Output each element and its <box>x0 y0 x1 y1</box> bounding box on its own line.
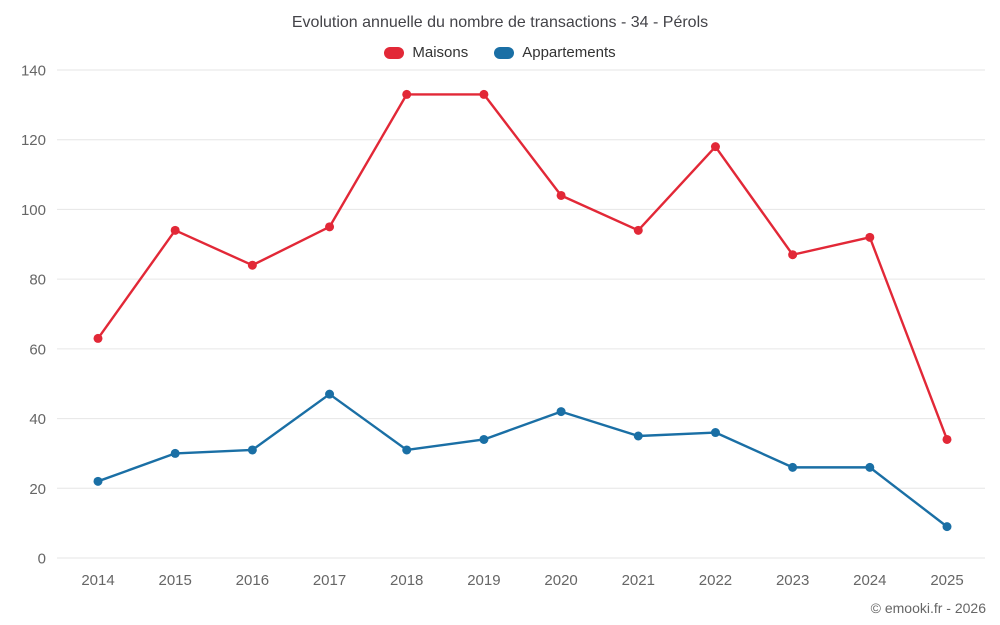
y-axis-label: 0 <box>38 551 46 568</box>
data-point[interactable] <box>865 232 875 242</box>
data-point[interactable] <box>710 142 720 152</box>
x-axis-label: 2023 <box>776 572 809 589</box>
data-point[interactable] <box>788 462 798 472</box>
data-point[interactable] <box>942 522 952 532</box>
data-point[interactable] <box>479 434 489 444</box>
data-point[interactable] <box>556 190 566 200</box>
y-axis-label: 140 <box>21 63 46 80</box>
legend-swatch <box>494 46 515 59</box>
legend-item-maisons[interactable]: Maisons <box>384 44 468 61</box>
y-axis-label: 100 <box>21 202 46 219</box>
x-axis-label: 2018 <box>390 572 423 589</box>
credit-link[interactable]: © emooki.fr - 2026 <box>870 600 986 616</box>
x-axis-label: 2014 <box>81 572 114 589</box>
data-point[interactable] <box>556 407 566 417</box>
data-point[interactable] <box>402 89 412 99</box>
data-point[interactable] <box>247 445 257 455</box>
data-point[interactable] <box>633 225 643 235</box>
x-axis-label: 2017 <box>313 572 346 589</box>
series-line-maisons <box>96 93 949 441</box>
y-axis-label: 80 <box>29 272 46 289</box>
data-point[interactable] <box>325 222 335 232</box>
data-point[interactable] <box>247 260 257 270</box>
chart-title: Evolution annuelle du nombre de transact… <box>291 14 709 31</box>
x-axis-label: 2024 <box>853 572 886 589</box>
data-point[interactable] <box>710 428 720 438</box>
y-axis-label: 20 <box>29 481 46 498</box>
x-axis-label: 2025 <box>930 572 963 589</box>
data-point[interactable] <box>479 89 489 99</box>
data-point[interactable] <box>865 462 875 472</box>
x-axis-label: 2019 <box>467 572 500 589</box>
series-line-appartements <box>96 392 949 528</box>
y-axis-label: 60 <box>29 341 46 358</box>
legend-label: Appartements <box>522 44 616 61</box>
data-point[interactable] <box>633 431 643 441</box>
data-point[interactable] <box>942 434 952 444</box>
legend-swatch <box>384 46 405 59</box>
legend-item-appartements[interactable]: Appartements <box>494 44 616 61</box>
x-axis-label: 2020 <box>544 572 577 589</box>
data-point[interactable] <box>93 476 103 486</box>
x-axis-label: 2021 <box>622 572 655 589</box>
x-axis-label: 2015 <box>158 572 191 589</box>
data-point[interactable] <box>93 333 103 343</box>
data-point[interactable] <box>325 389 335 399</box>
legend: Maisons Appartements <box>0 44 1000 61</box>
y-axis-label: 120 <box>21 132 46 149</box>
legend-label: Maisons <box>412 44 469 61</box>
data-point[interactable] <box>170 448 180 458</box>
x-axis-label: 2016 <box>236 572 269 589</box>
data-point[interactable] <box>402 445 412 455</box>
x-axis-label: 2022 <box>699 572 732 589</box>
y-axis-label: 40 <box>29 411 46 428</box>
data-point[interactable] <box>788 250 798 260</box>
data-point[interactable] <box>170 225 180 235</box>
